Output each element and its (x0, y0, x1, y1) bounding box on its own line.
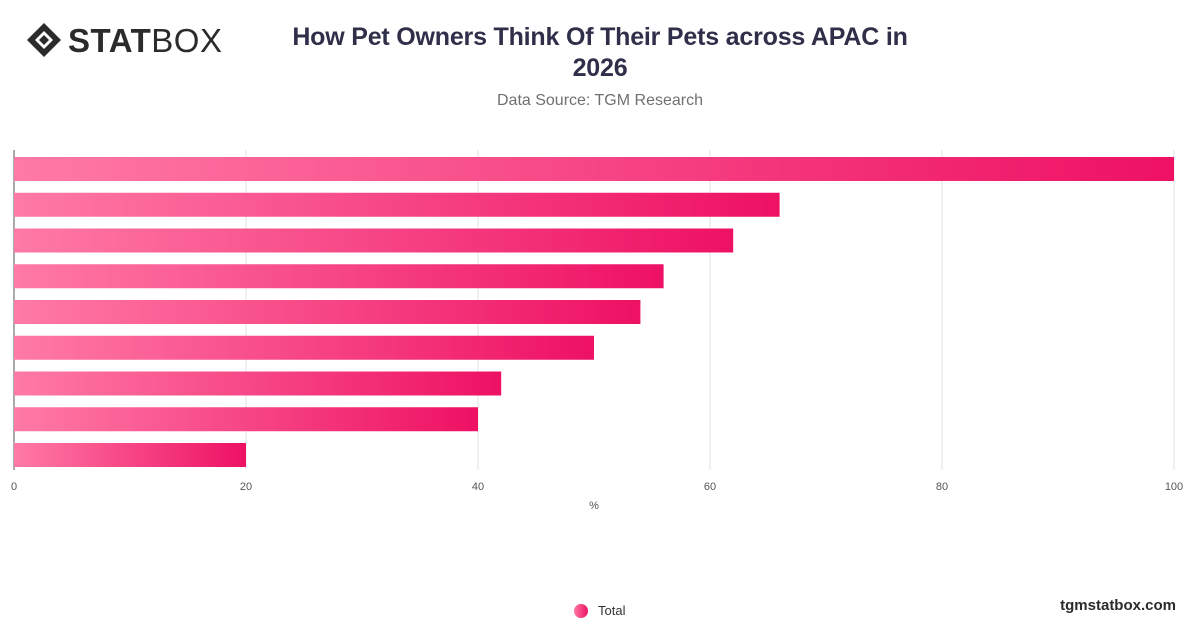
x-tick-label: 40 (472, 481, 484, 493)
x-tick-label: 20 (240, 481, 252, 493)
legend[interactable]: Total (574, 603, 625, 618)
bar[interactable] (14, 443, 246, 467)
chart-subtitle: Data Source: TGM Research (496, 92, 703, 109)
x-tick-label: 0 (11, 481, 17, 493)
x-tick-label: 60 (704, 481, 716, 493)
bar[interactable] (14, 228, 734, 253)
legend-label: Total (598, 603, 626, 618)
logo-text-bold: STAT (68, 21, 152, 59)
x-tick-label: 80 (936, 481, 948, 493)
x-tick-label: 100 (1165, 481, 1183, 493)
bar[interactable] (14, 300, 641, 324)
statbox-logo: STATBOX (26, 22, 222, 58)
footer-site[interactable]: tgmstatbox.com (1060, 597, 1176, 614)
bar[interactable] (14, 264, 664, 289)
bar[interactable] (14, 157, 1174, 181)
bar[interactable] (14, 335, 594, 360)
logo-text-light: BOX (151, 21, 223, 59)
statbox-diamond-icon (27, 23, 61, 57)
bar[interactable] (14, 407, 478, 432)
legend-marker-icon (574, 603, 588, 618)
x-axis-label: % (589, 500, 599, 512)
bar[interactable] (14, 192, 780, 217)
bar[interactable] (14, 371, 502, 396)
chart-title: How Pet Owners Think Of Their Pets acros… (292, 23, 908, 82)
